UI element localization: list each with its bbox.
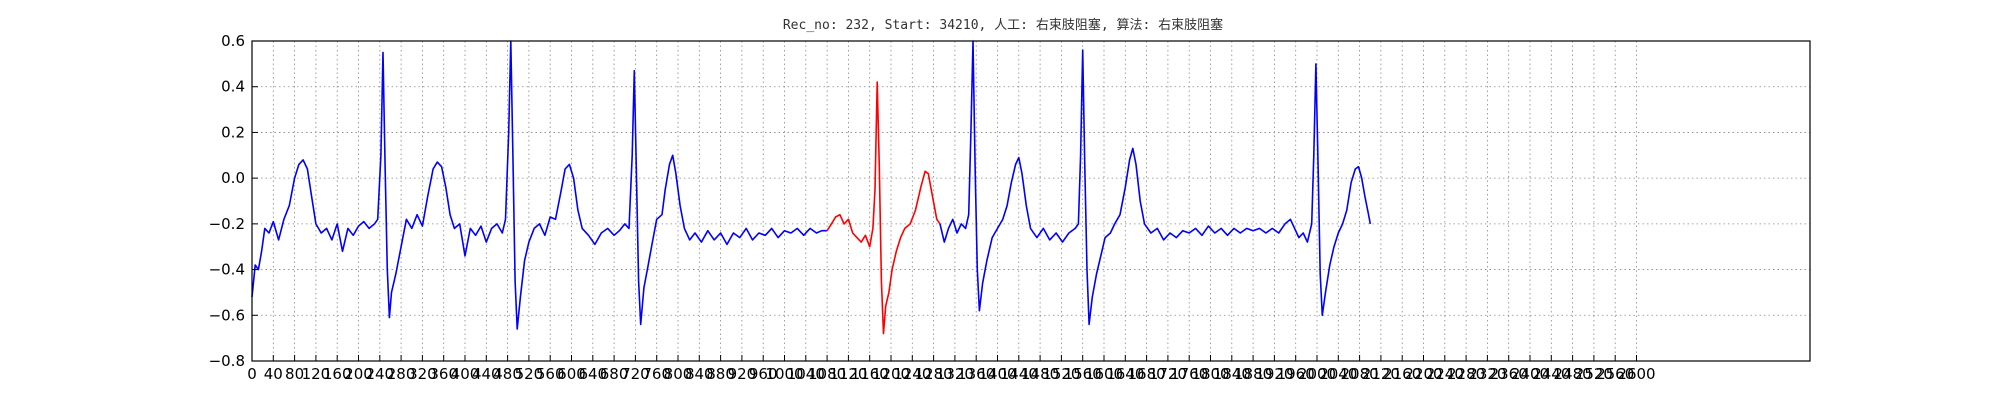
x-tick-label: 1000 (765, 365, 803, 383)
ecg-segment (939, 40, 1372, 326)
x-tick-label: 240 (365, 365, 394, 383)
x-tick-label: 840 (685, 365, 714, 383)
y-tick-label: 0.2 (221, 123, 245, 141)
x-tick-label: 2520 (1575, 365, 1613, 383)
x-tick-label: 400 (451, 365, 480, 383)
x-tick-label: 2280 (1447, 365, 1485, 383)
x-tick-label: 1400 (978, 365, 1016, 383)
x-tick-label: 2040 (1319, 365, 1357, 383)
y-axis: −0.8 −0.6 −0.4 −0.2 0.0 0.2 0.4 0.6 (209, 32, 258, 370)
ecg-segment-highlighted (826, 81, 941, 335)
x-tick-label: 960 (749, 365, 778, 383)
x-tick-label: 1440 (1000, 365, 1038, 383)
x-tick-label: 1240 (893, 365, 931, 383)
x-tick-label: 520 (515, 365, 544, 383)
x-tick-label: 440 (472, 365, 501, 383)
x-tick-label: 640 (578, 365, 607, 383)
x-tick-label: 2160 (1383, 365, 1421, 383)
ecg-segment (251, 40, 828, 330)
x-tick-label: 720 (621, 365, 650, 383)
y-tick-label: −0.2 (209, 215, 245, 233)
x-tick-label: 2000 (1298, 365, 1336, 383)
x-tick-label: 1760 (1170, 365, 1208, 383)
x-tick-label: 1960 (1277, 365, 1315, 383)
x-tick-label: 1320 (936, 365, 974, 383)
x-tick-label: 2080 (1341, 365, 1379, 383)
plot-frame (251, 40, 1811, 362)
x-tick-label: 2320 (1468, 365, 1506, 383)
y-tick-label: −0.8 (209, 352, 245, 370)
x-tick-label: 2600 (1617, 365, 1655, 383)
x-tick-label: 2360 (1490, 365, 1528, 383)
x-tick-label: 680 (600, 365, 629, 383)
x-tick-label: 800 (664, 365, 693, 383)
x-tick-label: 280 (387, 365, 416, 383)
x-tick-label: 2560 (1596, 365, 1634, 383)
x-tick-label: 200 (344, 365, 373, 383)
x-tick-label: 1040 (787, 365, 825, 383)
x-tick-label: 320 (408, 365, 437, 383)
x-tick-label: 2440 (1532, 365, 1570, 383)
x-tick-label: 2240 (1426, 365, 1464, 383)
x-tick-label: 1640 (1106, 365, 1144, 383)
x-tick-label: 600 (557, 365, 586, 383)
x-tick-label: 80 (285, 365, 304, 383)
x-tick-label: 1480 (1021, 365, 1059, 383)
x-tick-label: 1160 (851, 365, 889, 383)
x-axis: 0 40 8012016020024028032036040044048052056… (247, 355, 1656, 383)
x-tick-label: 1080 (808, 365, 846, 383)
x-tick-label: 1200 (872, 365, 910, 383)
x-tick-label: 1280 (915, 365, 953, 383)
chart-title: Rec_no: 232, Start: 34210, 人工: 右束肢阻塞, 算法… (783, 17, 1223, 33)
x-tick-label: 360 (429, 365, 458, 383)
x-tick-label: 880 (706, 365, 735, 383)
y-tick-label: 0.6 (221, 32, 245, 50)
x-tick-label: 160 (323, 365, 352, 383)
x-tick-label: 1360 (957, 365, 995, 383)
x-tick-label: 1800 (1191, 365, 1229, 383)
y-tick-label: 0.4 (221, 78, 245, 96)
series-layer (251, 40, 1372, 335)
x-tick-label: 2200 (1404, 365, 1442, 383)
x-tick-label: 1560 (1064, 365, 1102, 383)
y-tick-label: −0.4 (209, 261, 245, 279)
x-tick-label: 2400 (1511, 365, 1549, 383)
x-tick-label: 40 (264, 365, 283, 383)
x-tick-label: 1720 (1149, 365, 1187, 383)
x-tick-label: 1880 (1234, 365, 1272, 383)
y-tick-label: −0.6 (209, 306, 245, 324)
x-tick-label: 1520 (1042, 365, 1080, 383)
x-tick-label: 1120 (829, 365, 867, 383)
x-tick-label: 1840 (1213, 365, 1251, 383)
x-tick-label: 1920 (1255, 365, 1293, 383)
x-tick-label: 2480 (1554, 365, 1592, 383)
x-tick-label: 760 (642, 365, 671, 383)
x-tick-label: 2120 (1362, 365, 1400, 383)
x-tick-label: 0 (247, 365, 257, 383)
x-tick-label: 480 (493, 365, 522, 383)
x-tick-label: 560 (536, 365, 565, 383)
grid (252, 41, 1810, 361)
x-tick-label: 1680 (1128, 365, 1166, 383)
x-tick-label: 920 (728, 365, 757, 383)
x-tick-label: 1600 (1085, 365, 1123, 383)
y-tick-label: 0.0 (221, 169, 245, 187)
x-tick-label: 120 (302, 365, 331, 383)
